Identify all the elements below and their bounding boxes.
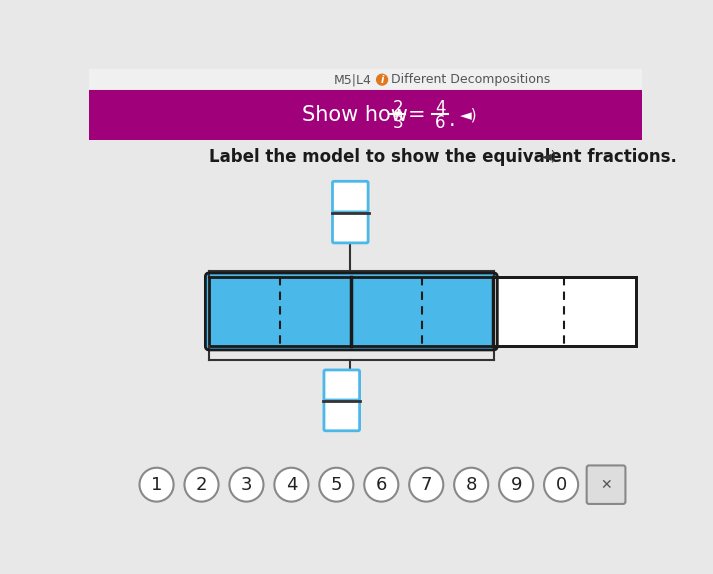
Text: 3: 3 bbox=[241, 476, 252, 494]
Text: 6: 6 bbox=[376, 476, 387, 494]
Text: 3: 3 bbox=[392, 114, 403, 132]
Text: ✕: ✕ bbox=[600, 478, 612, 492]
Circle shape bbox=[454, 468, 488, 502]
Text: 4: 4 bbox=[286, 476, 297, 494]
Text: Show how: Show how bbox=[302, 105, 408, 125]
Bar bbox=[493, 277, 635, 346]
Circle shape bbox=[140, 468, 173, 502]
Bar bbox=[209, 277, 635, 346]
FancyBboxPatch shape bbox=[332, 181, 368, 212]
Text: Label the model to show the equivalent fractions.: Label the model to show the equivalent f… bbox=[209, 148, 677, 166]
Text: =: = bbox=[408, 105, 426, 125]
Bar bbox=[487, 277, 493, 346]
Bar bbox=[89, 69, 642, 91]
Text: 2: 2 bbox=[392, 99, 403, 117]
Text: 5: 5 bbox=[331, 476, 342, 494]
FancyBboxPatch shape bbox=[332, 212, 368, 243]
Circle shape bbox=[376, 74, 387, 85]
FancyBboxPatch shape bbox=[587, 466, 625, 504]
Text: 1: 1 bbox=[151, 476, 163, 494]
Text: 2: 2 bbox=[196, 476, 207, 494]
Text: 7: 7 bbox=[421, 476, 432, 494]
Circle shape bbox=[230, 468, 264, 502]
FancyBboxPatch shape bbox=[324, 400, 359, 430]
Text: M5|L4: M5|L4 bbox=[334, 73, 372, 86]
Text: 9: 9 bbox=[511, 476, 522, 494]
Text: 8: 8 bbox=[466, 476, 477, 494]
Text: ◄): ◄) bbox=[541, 150, 557, 164]
Text: i: i bbox=[381, 75, 384, 84]
Bar bbox=[89, 91, 642, 141]
Text: .: . bbox=[448, 110, 455, 130]
Bar bbox=[493, 277, 635, 346]
Circle shape bbox=[544, 468, 578, 502]
FancyBboxPatch shape bbox=[205, 272, 498, 351]
Circle shape bbox=[409, 468, 443, 502]
Circle shape bbox=[275, 468, 309, 502]
Text: 4: 4 bbox=[435, 99, 446, 117]
FancyBboxPatch shape bbox=[324, 370, 359, 401]
Text: 0: 0 bbox=[555, 476, 567, 494]
Text: Different Decompositions: Different Decompositions bbox=[391, 73, 550, 86]
Circle shape bbox=[185, 468, 219, 502]
Text: 6: 6 bbox=[435, 114, 446, 132]
Text: ◄): ◄) bbox=[460, 107, 477, 123]
Circle shape bbox=[319, 468, 354, 502]
Circle shape bbox=[499, 468, 533, 502]
Circle shape bbox=[364, 468, 399, 502]
